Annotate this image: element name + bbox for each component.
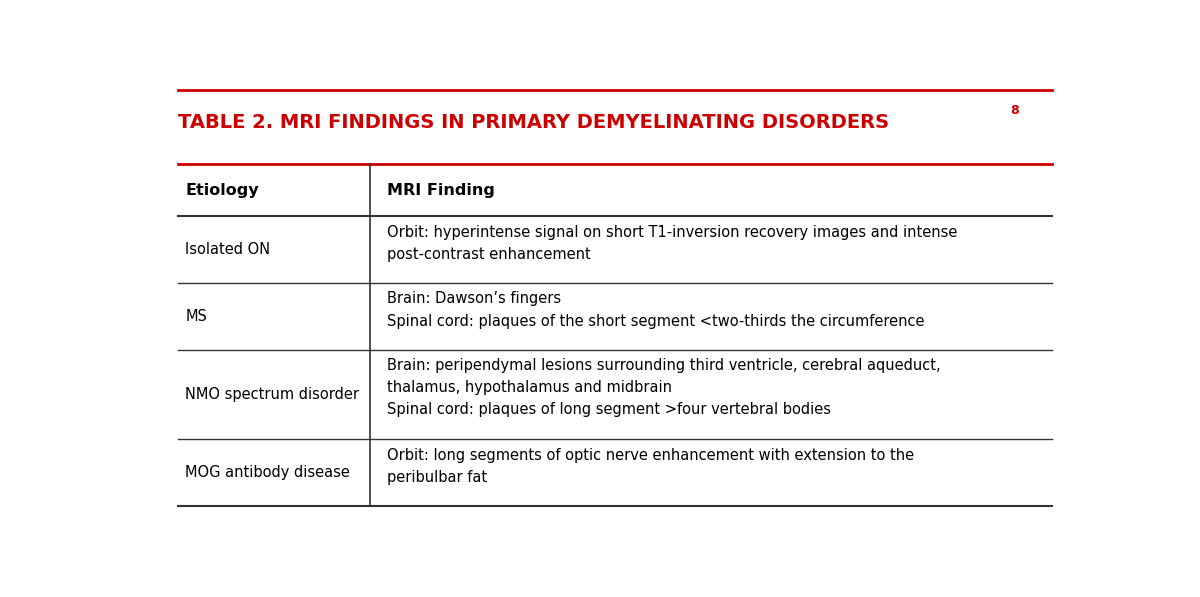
Text: MOG antibody disease: MOG antibody disease [185, 465, 350, 480]
Text: Orbit: hyperintense signal on short T1-inversion recovery images and intense
pos: Orbit: hyperintense signal on short T1-i… [386, 224, 958, 262]
Text: Brain: peripendymal lesions surrounding third ventricle, cerebral aqueduct,
thal: Brain: peripendymal lesions surrounding … [386, 358, 941, 417]
Text: MRI Finding: MRI Finding [386, 183, 494, 198]
Text: MS: MS [185, 309, 208, 324]
Text: 8: 8 [1010, 104, 1019, 117]
Text: Brain: Dawson’s fingers
Spinal cord: plaques of the short segment <two-thirds th: Brain: Dawson’s fingers Spinal cord: pla… [386, 291, 924, 328]
Text: Orbit: long segments of optic nerve enhancement with extension to the
peribulbar: Orbit: long segments of optic nerve enha… [386, 448, 914, 485]
Text: NMO spectrum disorder: NMO spectrum disorder [185, 387, 359, 402]
Text: Isolated ON: Isolated ON [185, 242, 270, 257]
Text: TABLE 2. MRI FINDINGS IN PRIMARY DEMYELINATING DISORDERS: TABLE 2. MRI FINDINGS IN PRIMARY DEMYELI… [178, 113, 889, 132]
Text: Etiology: Etiology [185, 183, 259, 198]
